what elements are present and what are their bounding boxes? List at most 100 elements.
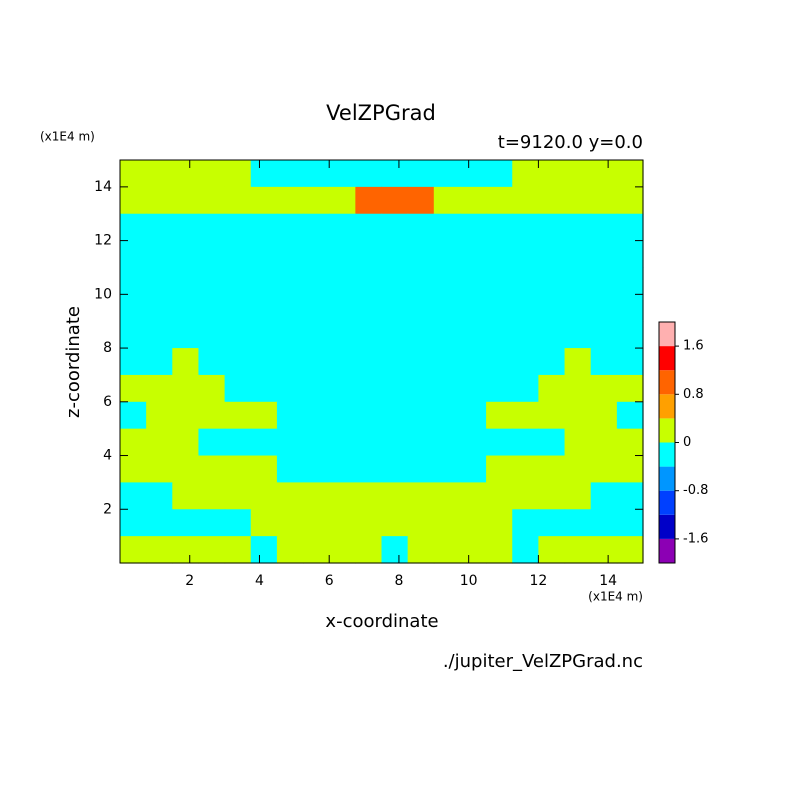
contour-cell (303, 536, 330, 564)
contour-cell (120, 455, 147, 483)
contour-cell (459, 509, 487, 537)
contour-cell (120, 401, 147, 430)
y-tick-label: 8 (103, 340, 112, 356)
contour-cell (590, 428, 618, 457)
colorbar-band (659, 346, 675, 371)
colorbar-tick-label: -0.8 (683, 483, 708, 498)
contour-cell (355, 348, 383, 376)
contour-cell (616, 294, 644, 322)
contour-cell (276, 294, 304, 322)
contour-cell (538, 348, 566, 376)
contour-cell (276, 186, 304, 215)
contour-cell (276, 428, 304, 457)
y-tick-label: 4 (103, 448, 112, 464)
contour-cell (172, 267, 200, 295)
colorbar-band (659, 514, 675, 539)
contour-cell (486, 374, 513, 403)
x-tick-label: 14 (599, 573, 617, 589)
contour-cell (459, 160, 487, 188)
contour-cell (329, 348, 356, 376)
x-unit: (x1E4 m) (588, 590, 643, 604)
contour-cell (538, 267, 566, 295)
contour-cell (538, 401, 566, 430)
contour-cell (250, 321, 278, 349)
contour-cell (538, 482, 566, 510)
contour-cell (198, 428, 226, 457)
contour-cell (276, 455, 304, 483)
contour-cell (616, 160, 644, 188)
contour-cell (564, 348, 592, 376)
colorbar: -1.6 -0.8 0 0.8 1.6 (658, 321, 708, 564)
contour-cell (329, 401, 356, 430)
contour-cell (590, 240, 618, 269)
contour-cell (355, 186, 383, 215)
contour-cell (433, 348, 461, 376)
contour-cell (590, 348, 618, 376)
contour-cell (224, 240, 252, 269)
x-tick-label: 10 (460, 573, 478, 589)
contour-cell (303, 213, 330, 242)
contour-cell (564, 321, 592, 349)
contour-cell (381, 455, 409, 483)
contour-cell (433, 213, 461, 242)
contour-cell (172, 213, 200, 242)
contour-cell (224, 455, 252, 483)
contour-cell (276, 267, 304, 295)
contour-cell (250, 428, 278, 457)
contour-cell (616, 536, 644, 564)
contour-cell (512, 160, 539, 188)
contour-cell (564, 267, 592, 295)
axes: 2 4 6 8 10 12 14 2 4 6 8 10 12 14 (94, 159, 644, 589)
contour-cell (564, 294, 592, 322)
contour-cell (407, 213, 435, 242)
contour-cell (329, 267, 356, 295)
contour-cell (276, 321, 304, 349)
contour-cell (512, 455, 539, 483)
contour-cell (538, 536, 566, 564)
contour-cell (538, 160, 566, 188)
contour-cell (303, 428, 330, 457)
contour-cell (355, 267, 383, 295)
contour-cell (303, 374, 330, 403)
contour-cell (407, 267, 435, 295)
contour-cell (407, 374, 435, 403)
contour-cell (329, 536, 356, 564)
contour-cell (198, 321, 226, 349)
contour-cell (381, 213, 409, 242)
contour-cell (224, 321, 252, 349)
contour-cell (172, 374, 200, 403)
contour-cell (512, 321, 539, 349)
contour-cell (538, 186, 566, 215)
contour-cell (303, 186, 330, 215)
contour-cell (172, 321, 200, 349)
colorbar-tick-label: -1.6 (683, 531, 708, 546)
contour-cell (459, 240, 487, 269)
contour-cell (329, 374, 356, 403)
contour-cell (276, 509, 304, 537)
contour-cell (433, 536, 461, 564)
contour-cell (538, 455, 566, 483)
contour-cell (407, 160, 435, 188)
contour-cell (198, 294, 226, 322)
contour-cell (512, 428, 539, 457)
contour-cell (616, 348, 644, 376)
contour-cell (407, 482, 435, 510)
contour-cell (198, 509, 226, 537)
contour-cell (303, 509, 330, 537)
contour-cell (459, 455, 487, 483)
contour-cell (486, 401, 513, 430)
contour-cell (616, 482, 644, 510)
contour-cell (407, 348, 435, 376)
contour-cell (381, 186, 409, 215)
contour-cell (198, 267, 226, 295)
contour-cell (120, 160, 147, 188)
contour-cell (250, 348, 278, 376)
contour-cell (355, 455, 383, 483)
contour-cell (355, 294, 383, 322)
contour-cell (120, 482, 147, 510)
contour-cell (250, 240, 278, 269)
contour-cell (146, 401, 173, 430)
colorbar-band (659, 370, 675, 395)
contour-cell (538, 294, 566, 322)
contour-cell (276, 536, 304, 564)
